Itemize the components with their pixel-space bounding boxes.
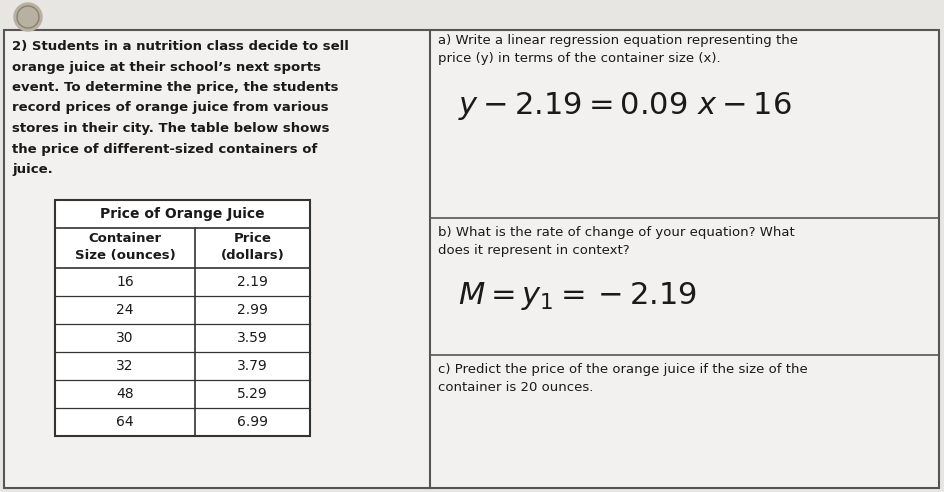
Circle shape bbox=[14, 3, 42, 31]
Text: juice.: juice. bbox=[12, 163, 53, 176]
Bar bbox=[55, 200, 310, 436]
Text: the price of different-sized containers of: the price of different-sized containers … bbox=[12, 143, 317, 155]
Text: 5.29: 5.29 bbox=[237, 387, 268, 401]
Text: 2.19: 2.19 bbox=[237, 275, 268, 289]
Text: b) What is the rate of change of your equation? What: b) What is the rate of change of your eq… bbox=[438, 226, 795, 239]
Text: a) Write a linear regression equation representing the: a) Write a linear regression equation re… bbox=[438, 34, 798, 47]
Text: 2.99: 2.99 bbox=[237, 303, 268, 317]
Text: 16: 16 bbox=[116, 275, 134, 289]
Text: orange juice at their school’s next sports: orange juice at their school’s next spor… bbox=[12, 61, 321, 73]
Text: c) Predict the price of the orange juice if the size of the: c) Predict the price of the orange juice… bbox=[438, 363, 808, 376]
Text: Container
Size (ounces): Container Size (ounces) bbox=[75, 232, 176, 262]
Text: stores in their city. The table below shows: stores in their city. The table below sh… bbox=[12, 122, 329, 135]
Text: Price of Orange Juice: Price of Orange Juice bbox=[100, 207, 265, 221]
Text: 2) Students in a nutrition class decide to sell: 2) Students in a nutrition class decide … bbox=[12, 40, 349, 53]
Text: Price
(dollars): Price (dollars) bbox=[221, 232, 284, 262]
Text: 64: 64 bbox=[116, 415, 134, 429]
Text: 30: 30 bbox=[116, 331, 134, 345]
Text: 3.79: 3.79 bbox=[237, 359, 268, 373]
Text: 48: 48 bbox=[116, 387, 134, 401]
Text: $y - 2.19 = 0.09\ x - 16$: $y - 2.19 = 0.09\ x - 16$ bbox=[458, 90, 792, 122]
Text: 24: 24 bbox=[116, 303, 134, 317]
Text: price (y) in terms of the container size (x).: price (y) in terms of the container size… bbox=[438, 52, 720, 65]
Text: 32: 32 bbox=[116, 359, 134, 373]
Text: event. To determine the price, the students: event. To determine the price, the stude… bbox=[12, 81, 339, 94]
Text: does it represent in context?: does it represent in context? bbox=[438, 244, 630, 257]
Text: container is 20 ounces.: container is 20 ounces. bbox=[438, 381, 594, 394]
Text: 3.59: 3.59 bbox=[237, 331, 268, 345]
Text: record prices of orange juice from various: record prices of orange juice from vario… bbox=[12, 101, 329, 115]
Text: 6.99: 6.99 bbox=[237, 415, 268, 429]
Text: $M = y_1 = -2.19$: $M = y_1 = -2.19$ bbox=[458, 280, 697, 312]
